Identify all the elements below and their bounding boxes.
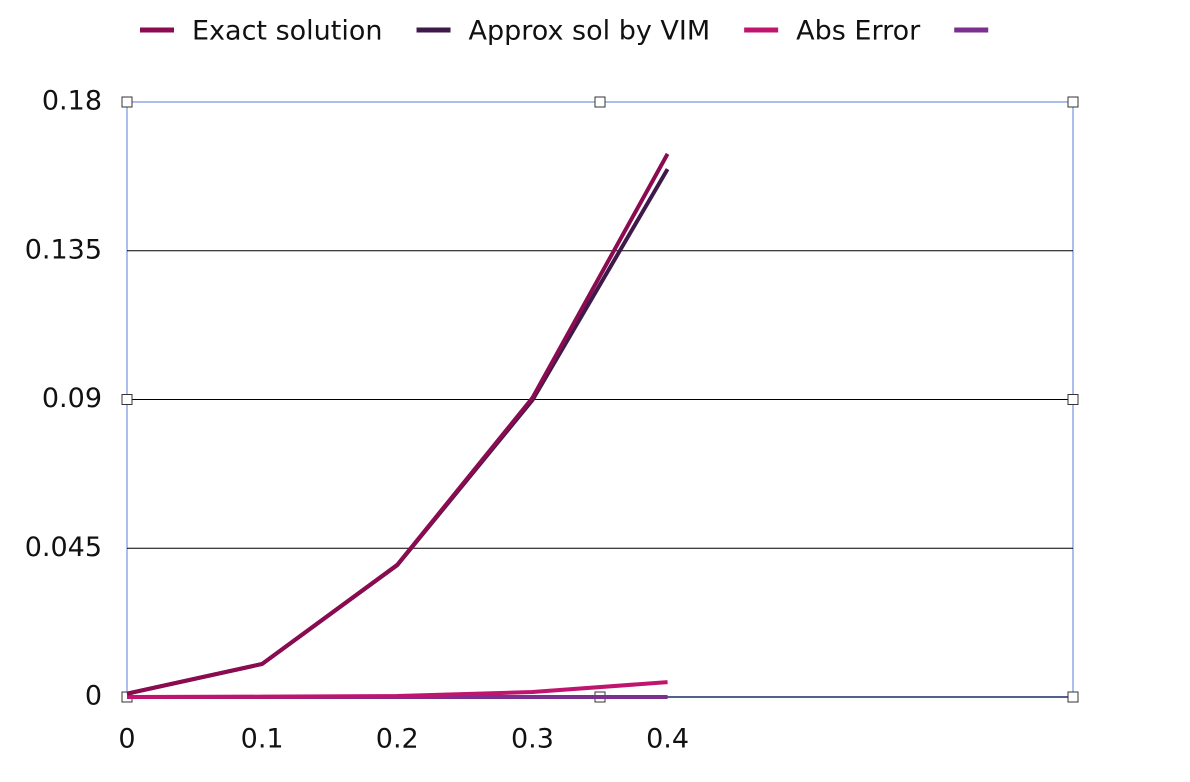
selection-handle — [594, 96, 606, 108]
selection-handle — [1067, 96, 1079, 108]
legend-label: Abs Error — [796, 16, 921, 47]
y-tick-label: 0 — [85, 681, 102, 712]
series-line — [126, 168, 670, 696]
legend-label: Approx sol by VIM — [469, 16, 711, 47]
x-tick-label: 0.4 — [646, 724, 689, 755]
y-tick-label: 0.045 — [25, 532, 102, 563]
y-tick-label: 0.135 — [25, 234, 102, 265]
y-tick-label: 0.18 — [42, 86, 102, 117]
x-tick-label: 0.3 — [511, 724, 554, 755]
selection-handle — [1067, 394, 1079, 405]
x-tick-label: 0.1 — [241, 724, 284, 755]
selection-handle — [121, 96, 133, 108]
x-tick-label: 0.2 — [376, 724, 419, 755]
selection-handle — [121, 394, 133, 405]
y-tick-label: 0.09 — [42, 383, 102, 414]
legend-label: Exact solution — [192, 16, 383, 47]
series-line — [126, 680, 668, 699]
x-tick-label: 0 — [118, 724, 135, 755]
series-line — [126, 152, 670, 696]
selection-handle — [1067, 691, 1079, 703]
